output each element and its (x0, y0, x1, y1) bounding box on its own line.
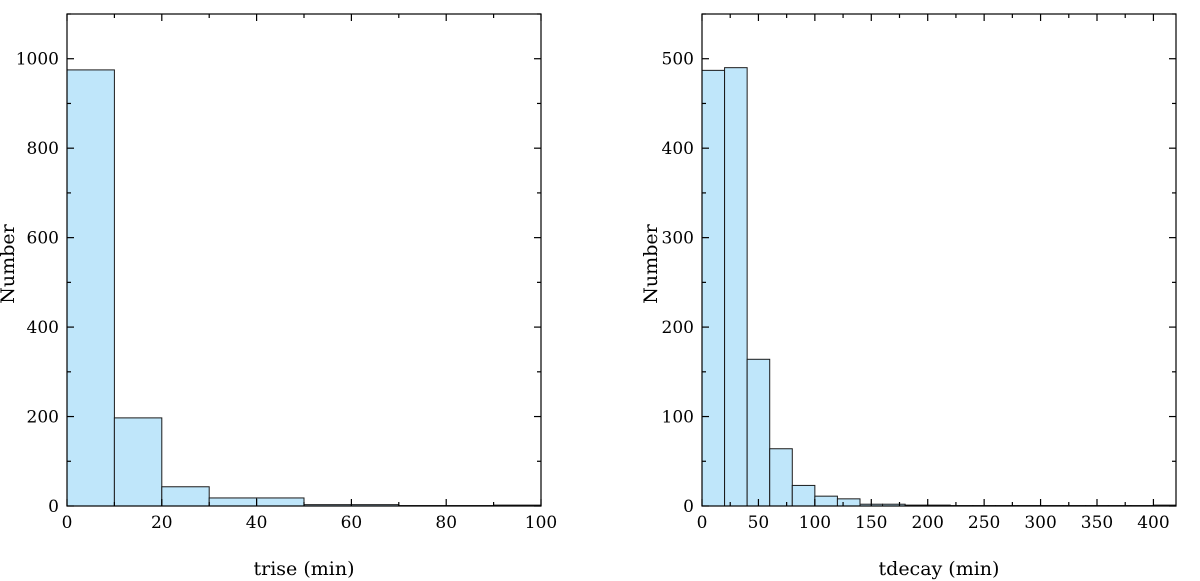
tdecay-bar-6 (836, 498, 861, 507)
trise-x-tick-label: 20 (151, 513, 173, 533)
tdecay-x-tick-label: 350 (1081, 513, 1113, 533)
tdecay-y-tick-label: 400 (662, 139, 694, 159)
trise-y-tick-label: 0 (48, 497, 59, 517)
trise-bar-1 (113, 417, 163, 507)
trise-y-axis-label: Number (0, 223, 19, 303)
trise-x-tick-label: 80 (435, 513, 457, 533)
tdecay-x-tick-label: 150 (855, 513, 887, 533)
trise-y-tick-label: 800 (27, 139, 59, 159)
tdecay-x-tick-label: 200 (911, 513, 943, 533)
tdecay-y-tick-label: 200 (662, 318, 694, 338)
tdecay-x-tick-label: 250 (968, 513, 1000, 533)
trise-y-tick-label: 1000 (16, 50, 59, 70)
tdecay-y-axis-label: Number (640, 223, 662, 303)
trise-bar-4 (256, 497, 305, 507)
tdecay-bar-4 (791, 484, 816, 507)
tdecay-bar-3 (769, 448, 793, 507)
tdecay-y-tick-label: 300 (662, 229, 694, 249)
tdecay-bar-0 (701, 69, 726, 507)
tdecay-x-tick-label: 50 (748, 513, 770, 533)
tdecay-y-tick-label: 0 (683, 497, 694, 517)
trise-y-tick-label: 600 (27, 229, 59, 249)
tdecay-plot-frame (701, 13, 1177, 507)
trise-x-tick-label: 100 (525, 513, 557, 533)
tdecay-bar-1 (724, 67, 748, 507)
tdecay-x-tick-label: 100 (799, 513, 831, 533)
tdecay-bar-2 (746, 358, 771, 507)
trise-x-tick-label: 40 (246, 513, 268, 533)
tdecay-y-tick-label: 100 (662, 408, 694, 428)
trise-x-tick-label: 60 (341, 513, 363, 533)
trise-bar-0 (66, 69, 115, 507)
trise-x-tick-label: 0 (62, 513, 73, 533)
trise-bar-3 (208, 497, 258, 507)
tdecay-x-tick-label: 400 (1137, 513, 1169, 533)
trise-x-axis-label: trise (min) (254, 558, 355, 580)
trise-bar-2 (161, 486, 210, 507)
tdecay-x-tick-label: 300 (1024, 513, 1056, 533)
trise-y-tick-label: 200 (27, 408, 59, 428)
trise-y-tick-label: 400 (27, 318, 59, 338)
tdecay-histogram-panel: 0 50 100 150 200 250 300 350 400 0 100 200 300 400 500… (640, 13, 1177, 580)
tdecay-y-tick-label: 500 (662, 50, 694, 70)
tdecay-bar-5 (814, 495, 838, 507)
tdecay-x-axis-label: tdecay (min) (879, 558, 1000, 580)
tdecay-x-tick-label: 0 (697, 513, 708, 533)
